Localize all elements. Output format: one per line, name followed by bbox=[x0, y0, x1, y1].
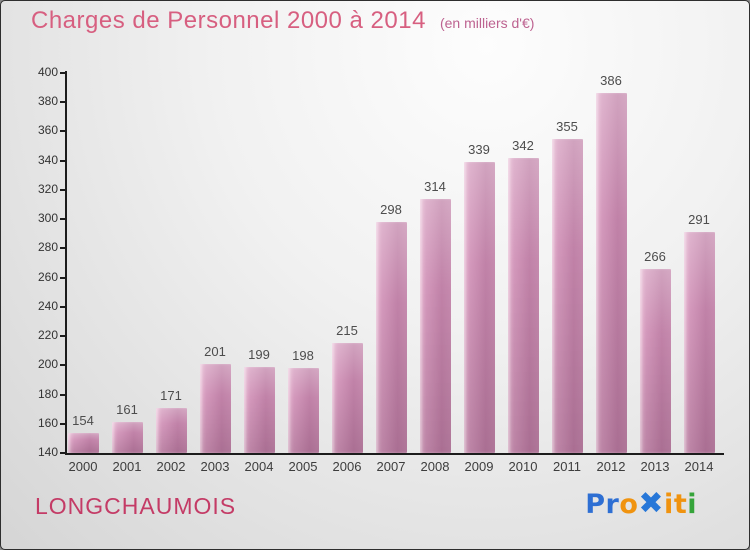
y-tick-label: 140 bbox=[37, 445, 58, 459]
chart-title: Charges de Personnel 2000 à 2014 bbox=[31, 7, 426, 34]
y-tick-label: 360 bbox=[37, 123, 58, 138]
y-tick bbox=[60, 72, 66, 74]
logo-letter: o bbox=[619, 489, 639, 520]
x-tick-label: 2008 bbox=[420, 459, 450, 474]
bar-2007 bbox=[375, 222, 407, 453]
y-tick bbox=[60, 393, 66, 396]
x-tick-label: 2004 bbox=[244, 459, 274, 474]
bar-2013 bbox=[639, 268, 671, 453]
commune-name: LONGCHAUMOIS bbox=[35, 493, 237, 519]
y-tick bbox=[60, 305, 66, 308]
logo-letter-x: ✖ bbox=[638, 486, 665, 521]
y-tick-label: 280 bbox=[37, 240, 58, 255]
bar-2010 bbox=[507, 157, 539, 453]
logo-letter: r bbox=[605, 489, 620, 520]
bar-2005 bbox=[287, 368, 319, 453]
y-tick-label: 200 bbox=[37, 357, 58, 372]
bar-value-label: 215 bbox=[336, 323, 358, 339]
bar-2014 bbox=[683, 232, 715, 453]
y-tick-label: 260 bbox=[37, 269, 58, 284]
y-tick bbox=[60, 452, 66, 454]
x-tick-label: 2012 bbox=[596, 459, 626, 474]
y-tick-label: 320 bbox=[37, 181, 58, 196]
x-tick-label: 2007 bbox=[376, 459, 406, 474]
bar-2011 bbox=[551, 138, 583, 453]
y-tick bbox=[60, 364, 66, 367]
x-tick-label: 2003 bbox=[200, 459, 230, 474]
y-tick bbox=[60, 188, 66, 191]
y-axis-line bbox=[65, 71, 67, 454]
x-tick-label: 2009 bbox=[464, 459, 494, 474]
x-tick-label: 2005 bbox=[288, 459, 318, 474]
bar-value-label: 386 bbox=[600, 73, 622, 89]
bar-2004 bbox=[243, 366, 275, 453]
y-tick bbox=[60, 159, 66, 162]
y-tick bbox=[60, 101, 66, 104]
y-tick bbox=[60, 276, 66, 279]
bar-value-label: 314 bbox=[424, 178, 446, 194]
bar-2003 bbox=[199, 363, 231, 453]
x-tick-label: 2011 bbox=[553, 459, 581, 474]
bar-value-label: 298 bbox=[380, 202, 402, 218]
x-tick-label: 2006 bbox=[332, 459, 362, 474]
y-tick bbox=[60, 247, 66, 250]
y-tick bbox=[60, 218, 66, 221]
x-tick-label: 2001 bbox=[112, 459, 142, 474]
bar-2002 bbox=[155, 407, 187, 453]
bar-value-label: 339 bbox=[468, 142, 490, 158]
y-tick-label: 340 bbox=[37, 152, 58, 167]
logo-letter: i bbox=[687, 489, 697, 520]
y-tick-label: 380 bbox=[37, 94, 58, 109]
bar-value-label: 355 bbox=[556, 118, 578, 134]
y-tick bbox=[60, 335, 66, 338]
x-tick-label: 2000 bbox=[68, 459, 98, 474]
bar-value-label: 199 bbox=[248, 346, 270, 362]
y-tick-label: 180 bbox=[37, 386, 58, 401]
bar-value-label: 201 bbox=[204, 343, 226, 359]
y-tick-label: 240 bbox=[37, 298, 58, 313]
bar-value-label: 198 bbox=[292, 348, 314, 364]
y-tick-label: 160 bbox=[37, 415, 58, 430]
bar-2009 bbox=[463, 162, 495, 453]
x-tick-label: 2014 bbox=[684, 459, 714, 474]
bar-value-label: 161 bbox=[116, 402, 138, 418]
y-tick-label: 400 bbox=[37, 65, 58, 79]
bar-2008 bbox=[419, 198, 451, 453]
chart-header: Charges de Personnel 2000 à 2014 (en mil… bbox=[31, 7, 729, 35]
bar-value-label: 291 bbox=[688, 212, 710, 228]
proxiti-logo: Pro✖iti bbox=[585, 486, 697, 521]
chart-subtitle: (en milliers d'€) bbox=[439, 15, 535, 31]
bar-2012 bbox=[595, 93, 627, 453]
bar-2001 bbox=[111, 422, 143, 453]
x-tick-label: 2010 bbox=[508, 459, 538, 474]
bar-2000 bbox=[67, 432, 99, 453]
logo-letter: P bbox=[585, 489, 606, 520]
y-tick-label: 300 bbox=[37, 211, 58, 226]
bar-value-label: 154 bbox=[72, 412, 94, 428]
x-tick-label: 2002 bbox=[156, 459, 186, 474]
y-tick bbox=[60, 422, 66, 425]
x-axis-line bbox=[65, 453, 724, 455]
bar-2006 bbox=[331, 343, 363, 453]
bar-value-label: 171 bbox=[160, 387, 182, 403]
logo-letter: t bbox=[673, 489, 688, 520]
y-tick-label: 220 bbox=[37, 328, 58, 343]
bar-value-label: 266 bbox=[644, 248, 666, 264]
y-tick bbox=[60, 130, 66, 133]
bar-value-label: 342 bbox=[512, 137, 534, 153]
logo-letter: i bbox=[664, 489, 674, 520]
x-tick-label: 2013 bbox=[640, 459, 670, 474]
